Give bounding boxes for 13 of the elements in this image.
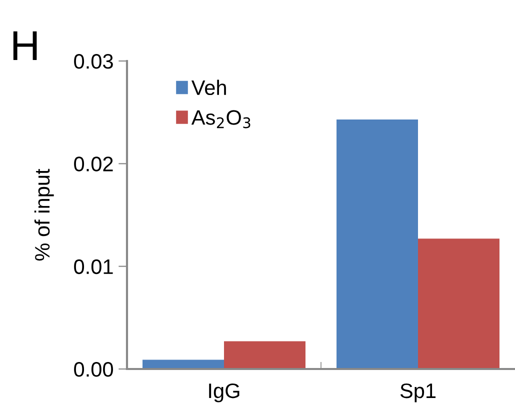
y-tick-label: 0.01 xyxy=(74,259,113,274)
bar xyxy=(224,341,306,369)
y-tick-label: 0.02 xyxy=(74,156,113,172)
legend-label: As$_{2}$O$_{3}$ xyxy=(191,110,250,128)
y-tick-label: 0.00 xyxy=(74,362,113,377)
y-axis-title: % of input xyxy=(34,168,54,261)
bar xyxy=(418,238,500,369)
bar xyxy=(336,120,418,369)
x-tick-label: IgG xyxy=(209,383,240,402)
text: H xyxy=(13,31,37,60)
y-tick-label: 0.03 xyxy=(74,54,113,69)
x-tick-label: Sp1 xyxy=(400,383,436,402)
legend-label: Veh xyxy=(191,80,226,96)
